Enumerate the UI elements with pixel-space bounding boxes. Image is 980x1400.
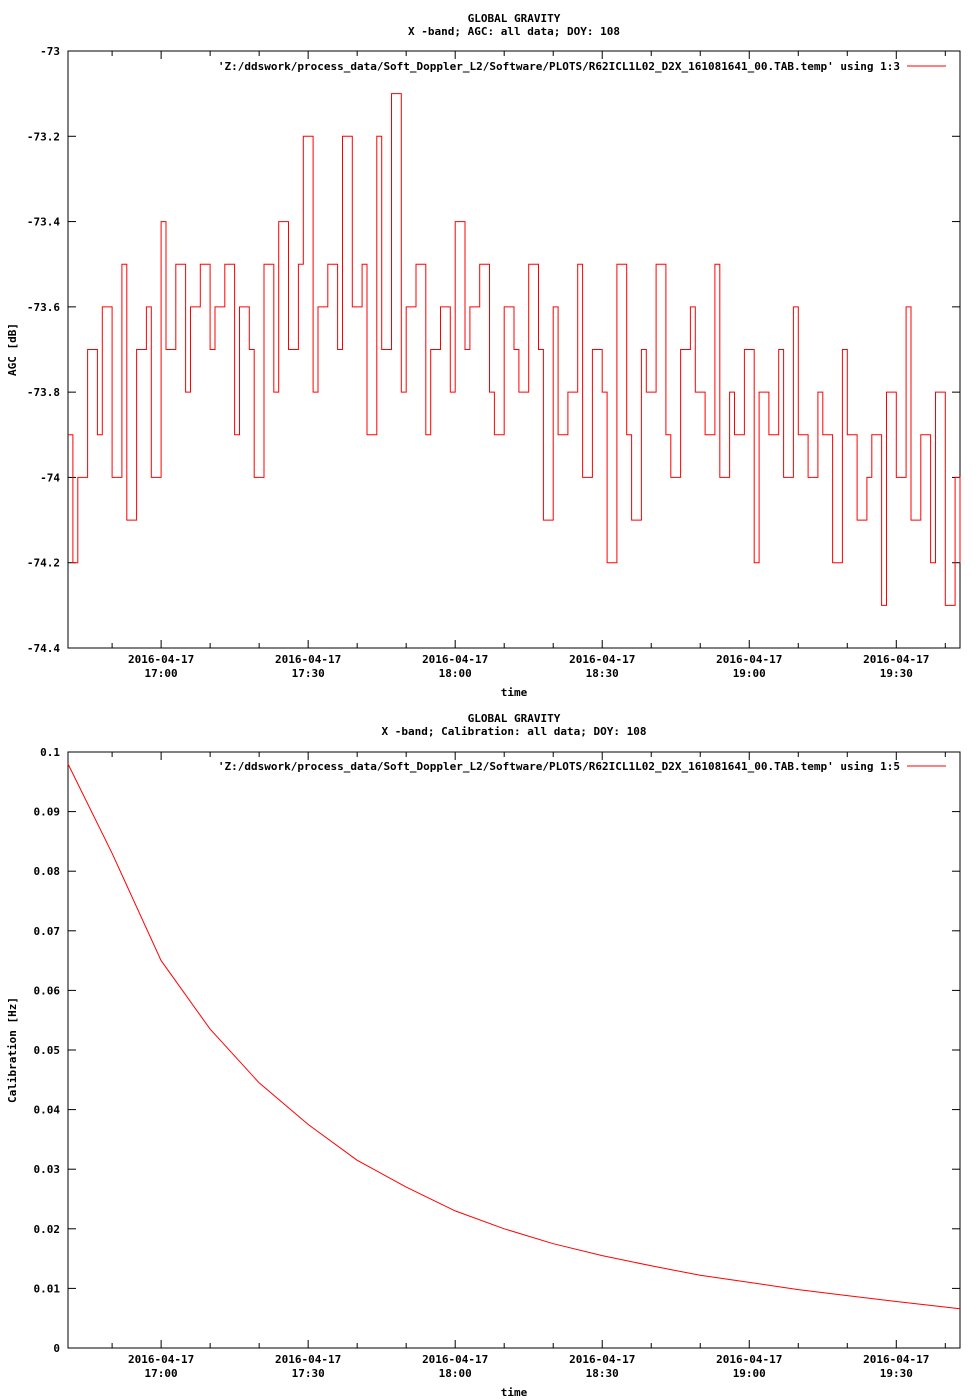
y-tick-label: 0.03 bbox=[34, 1163, 61, 1176]
x-tick-label-date: 2016-04-17 bbox=[863, 1353, 929, 1366]
x-tick-label-time: 18:00 bbox=[439, 1367, 472, 1380]
y-tick-label: -74.2 bbox=[27, 557, 60, 570]
legend-label: 'Z:/ddswork/process_data/Soft_Doppler_L2… bbox=[218, 760, 900, 773]
chart-title: GLOBAL GRAVITY bbox=[468, 712, 561, 725]
x-tick-label-date: 2016-04-17 bbox=[275, 653, 341, 666]
x-tick-label-time: 19:30 bbox=[880, 1367, 913, 1380]
x-tick-label-time: 19:00 bbox=[733, 1367, 766, 1380]
x-tick-label-time: 19:30 bbox=[880, 667, 913, 680]
y-tick-label: -74 bbox=[40, 471, 60, 484]
y-tick-label: -73 bbox=[40, 45, 60, 58]
x-tick-label-time: 18:30 bbox=[586, 667, 619, 680]
y-tick-label: 0.02 bbox=[34, 1223, 61, 1236]
plot-frame bbox=[67, 50, 961, 649]
x-tick-label-date: 2016-04-17 bbox=[128, 653, 194, 666]
y-tick-label: 0.05 bbox=[34, 1044, 61, 1057]
x-tick-label-date: 2016-04-17 bbox=[716, 653, 782, 666]
y-tick-label: -73.8 bbox=[27, 386, 60, 399]
x-tick-label-date: 2016-04-17 bbox=[716, 1353, 782, 1366]
x-tick-label-date: 2016-04-17 bbox=[863, 653, 929, 666]
y-tick-label: -73.6 bbox=[27, 301, 60, 314]
x-tick-label-date: 2016-04-17 bbox=[422, 1353, 488, 1366]
plot-frame bbox=[67, 751, 961, 1349]
x-axis-label: time bbox=[501, 1386, 528, 1399]
y-axis-label: Calibration [Hz] bbox=[6, 997, 19, 1103]
x-tick-label-date: 2016-04-17 bbox=[128, 1353, 194, 1366]
x-axis-label: time bbox=[501, 686, 528, 699]
x-tick-label-date: 2016-04-17 bbox=[422, 653, 488, 666]
y-tick-label: 0.01 bbox=[34, 1282, 61, 1295]
y-tick-label: 0.04 bbox=[34, 1104, 61, 1117]
y-tick-label: 0.1 bbox=[40, 746, 60, 759]
legend-label: 'Z:/ddswork/process_data/Soft_Doppler_L2… bbox=[218, 60, 900, 73]
chart-subtitle: X -band; Calibration: all data; DOY: 108 bbox=[382, 725, 647, 738]
x-tick-label-date: 2016-04-17 bbox=[275, 1353, 341, 1366]
x-tick-label-time: 17:30 bbox=[292, 1367, 325, 1380]
x-tick-label-time: 17:30 bbox=[292, 667, 325, 680]
series-line bbox=[68, 93, 961, 606]
series-line bbox=[67, 763, 961, 1310]
y-tick-label: -73.4 bbox=[27, 216, 60, 229]
chart-title: GLOBAL GRAVITY bbox=[468, 12, 561, 25]
chart-subtitle: X -band; AGC: all data; DOY: 108 bbox=[408, 25, 620, 38]
y-tick-label: 0.08 bbox=[34, 865, 61, 878]
x-tick-label-time: 18:30 bbox=[586, 1367, 619, 1380]
x-tick-label-time: 19:00 bbox=[733, 667, 766, 680]
y-tick-label: 0 bbox=[53, 1342, 60, 1355]
x-tick-label-time: 17:00 bbox=[145, 667, 178, 680]
y-tick-label: 0.09 bbox=[34, 806, 61, 819]
y-tick-label: 0.07 bbox=[34, 925, 61, 938]
y-axis-label: AGC [dB] bbox=[6, 323, 19, 376]
y-tick-label: -73.2 bbox=[27, 130, 60, 143]
x-tick-label-time: 18:00 bbox=[439, 667, 472, 680]
x-tick-label-time: 17:00 bbox=[145, 1367, 178, 1380]
x-tick-label-date: 2016-04-17 bbox=[569, 653, 635, 666]
y-tick-label: -74.4 bbox=[27, 642, 60, 655]
y-tick-label: 0.06 bbox=[34, 984, 61, 997]
x-tick-label-date: 2016-04-17 bbox=[569, 1353, 635, 1366]
